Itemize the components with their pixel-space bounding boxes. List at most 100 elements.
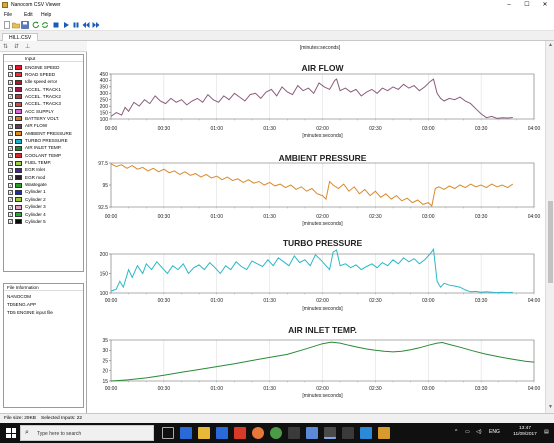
tray-chevron-icon[interactable]: ^	[455, 429, 458, 435]
input-channel[interactable]: ✓ Idle speed error	[8, 79, 84, 86]
input-channel[interactable]: ✓ FUEL TEMP.	[8, 160, 84, 167]
channel-checkbox[interactable]: ✓	[8, 212, 13, 217]
input-channel[interactable]: ✓ Cylinder 1	[8, 189, 84, 196]
channel-checkbox[interactable]: ✓	[8, 160, 13, 166]
channel-checkbox[interactable]: ✓	[8, 219, 13, 225]
firefox-icon[interactable]	[252, 427, 264, 439]
edge-browser-icon[interactable]	[180, 427, 192, 439]
channel-color-swatch	[15, 204, 22, 210]
input-channel[interactable]: ✓ ACCEL. TRACK1	[8, 86, 84, 93]
scroll-up-icon[interactable]: ▲	[548, 42, 553, 48]
x-tick-label: 02:00	[316, 214, 329, 220]
input-channel[interactable]: ✓ EGR mod	[8, 174, 84, 181]
new-file-icon[interactable]	[3, 21, 11, 29]
nanocom-taskbar-icon[interactable]	[324, 427, 336, 439]
channel-checkbox[interactable]: ✓	[8, 145, 13, 151]
play-icon[interactable]	[62, 21, 70, 29]
app-icon[interactable]	[378, 427, 390, 439]
input-channel[interactable]: ✓ Cylinder 3	[8, 204, 84, 211]
store-icon[interactable]	[216, 427, 228, 439]
input-channel[interactable]: ✓ Wastegate	[8, 182, 84, 189]
taskbar-clock[interactable]: 13:47 11/09/2017	[510, 426, 540, 438]
input-channel[interactable]: ✓ Cylinder 2	[8, 196, 84, 203]
channel-label: AIR FLOW	[25, 123, 48, 129]
sort-icon[interactable]: ⇅	[3, 44, 9, 50]
channel-label: BATTERY VOLT.	[25, 115, 60, 121]
open-folder-icon[interactable]	[12, 21, 20, 29]
fast-forward-icon[interactable]	[92, 21, 100, 29]
input-channel[interactable]: ✓ Cylinder 4	[8, 211, 84, 218]
channel-checkbox[interactable]: ✓	[8, 123, 13, 129]
channel-checkbox[interactable]: ✓	[8, 182, 13, 188]
channel-checkbox[interactable]: ✓	[8, 79, 13, 85]
channel-checkbox[interactable]: ✓	[8, 167, 13, 173]
input-channel[interactable]: ✓ ENGINE SPEED	[8, 64, 84, 71]
channel-checkbox[interactable]: ✓	[8, 197, 13, 203]
channel-checkbox[interactable]: ✓	[8, 175, 13, 181]
taskbar-search[interactable]: ⌕ Type here to search	[20, 425, 154, 441]
language-indicator[interactable]: ENG	[489, 429, 500, 435]
volume-icon[interactable]: ◁)	[476, 429, 482, 435]
input-channel[interactable]: ✓ ACCEL. TRACK3	[8, 101, 84, 108]
x-tick-label: 04:00	[528, 298, 541, 304]
input-channel[interactable]: ✓ EGR Inlet	[8, 167, 84, 174]
app-icon[interactable]	[360, 427, 372, 439]
tree-icon[interactable]: ⊥	[25, 44, 31, 50]
input-channel[interactable]: ✓ BATTERY VOLT.	[8, 115, 84, 122]
file-explorer-icon[interactable]	[198, 427, 210, 439]
save-icon[interactable]	[21, 21, 29, 29]
channel-checkbox[interactable]: ✓	[8, 204, 13, 210]
x-axis-label: [minutes:seconds]	[302, 221, 343, 227]
scroll-down-icon[interactable]: ▼	[548, 404, 553, 410]
sync-icon[interactable]	[41, 21, 49, 29]
pause-icon[interactable]	[72, 21, 80, 29]
input-channel[interactable]: ✓ AMBIENT PRESSURE	[8, 130, 84, 137]
channel-checkbox[interactable]: ✓	[8, 116, 13, 122]
plot-frame	[110, 253, 535, 294]
channel-checkbox[interactable]: ✓	[8, 138, 13, 144]
office-icon[interactable]	[234, 427, 246, 439]
close-button[interactable]: ✕	[542, 2, 548, 8]
input-channel[interactable]: ✓ ACC SUPPLY	[8, 108, 84, 115]
x-tick-label: 03:00	[422, 214, 435, 220]
minimize-button[interactable]: –	[507, 2, 511, 8]
channel-checkbox[interactable]: ✓	[8, 101, 13, 107]
input-channel[interactable]: ✓ Cylinder 5	[8, 218, 84, 225]
app-icon[interactable]	[342, 427, 354, 439]
input-channel[interactable]: ✓ AIR INLET TEMP.	[8, 145, 84, 152]
vertical-scrollbar[interactable]: ▲ ▼	[545, 41, 554, 413]
filter-icon[interactable]: ⇵	[14, 44, 20, 50]
channel-checkbox[interactable]: ✓	[8, 189, 13, 195]
refresh-icon[interactable]	[32, 21, 40, 29]
app-icon[interactable]	[306, 427, 318, 439]
x-tick-label: 03:00	[422, 126, 435, 132]
channel-checkbox[interactable]: ✓	[8, 153, 13, 159]
stop-icon[interactable]	[52, 21, 60, 29]
channel-checkbox[interactable]: ✓	[8, 72, 13, 78]
app-icon[interactable]	[288, 427, 300, 439]
input-channel[interactable]: ✓ TURBO PRESSURE	[8, 138, 84, 145]
network-icon[interactable]: ▭	[465, 429, 470, 435]
channel-color-swatch	[15, 175, 22, 181]
menu-file[interactable]: File	[4, 12, 13, 18]
menu-help[interactable]: Help	[41, 12, 52, 18]
input-channel[interactable]: ✓ ACCEL. TRACK2	[8, 93, 84, 100]
input-channel[interactable]: ✓ COOLANT TEMP	[8, 152, 84, 159]
notifications-icon[interactable]: ▤	[544, 429, 549, 435]
maximize-button[interactable]: ☐	[524, 2, 530, 8]
channel-checkbox[interactable]: ✓	[8, 94, 13, 100]
channel-checkbox[interactable]: ✓	[8, 65, 13, 70]
task-view-icon[interactable]	[162, 427, 174, 439]
tab-hill-csv[interactable]: HILL.CSV	[2, 33, 39, 41]
channel-checkbox[interactable]: ✓	[8, 87, 13, 93]
menu-edit[interactable]: Edit	[24, 12, 33, 18]
channel-checkbox[interactable]: ✓	[8, 131, 13, 137]
scrollbar-thumb[interactable]	[548, 201, 553, 283]
input-channel[interactable]: ✓ AIR FLOW	[8, 123, 84, 130]
channel-checkbox[interactable]: ✓	[8, 109, 13, 115]
input-channel[interactable]: ✓ ROAD SPEED	[8, 71, 84, 78]
windows-start-icon[interactable]	[6, 428, 16, 438]
chrome-icon[interactable]	[270, 427, 282, 439]
rewind-icon[interactable]	[82, 21, 90, 29]
series-line	[110, 78, 513, 119]
